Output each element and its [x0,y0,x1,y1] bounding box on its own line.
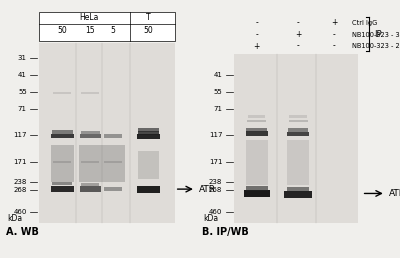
Bar [39,43,175,223]
Bar [248,115,265,118]
Text: 55: 55 [214,88,222,95]
Bar [104,134,122,138]
Bar [80,134,101,138]
Text: 268: 268 [14,187,27,193]
Bar [53,161,71,163]
Bar [52,130,73,134]
Text: Ctrl IgG: Ctrl IgG [352,20,378,26]
Text: -: - [297,18,300,27]
Bar [82,161,99,163]
Bar [138,132,159,135]
Text: 41: 41 [214,72,222,78]
Bar [290,115,307,118]
Text: 41: 41 [18,72,27,78]
Text: IP: IP [374,30,381,39]
Bar [104,161,122,163]
Bar [51,186,74,192]
Text: 71: 71 [213,106,222,112]
Text: 55: 55 [18,88,27,95]
Text: 31: 31 [18,55,27,61]
Text: 460: 460 [209,209,222,215]
Bar [138,151,159,179]
Text: NB100-323 - 3: NB100-323 - 3 [352,31,400,38]
Text: -: - [333,42,336,51]
Bar [52,182,72,186]
Text: 460: 460 [14,209,27,215]
Text: -: - [255,18,258,27]
Bar [246,132,268,136]
Text: 268: 268 [209,187,222,193]
Bar [104,187,122,191]
Text: T: T [146,13,151,22]
Text: 5: 5 [111,26,116,35]
Text: 171: 171 [209,159,222,165]
Bar [79,145,102,182]
Bar [53,92,71,94]
Bar [244,190,270,197]
Bar [287,187,309,192]
Text: HeLa: HeLa [79,13,98,22]
Text: +: + [331,18,337,27]
Bar [80,131,100,134]
Bar [80,186,101,192]
Bar [39,12,175,41]
Text: -: - [255,30,258,39]
Bar [288,119,308,122]
Bar [246,186,268,191]
Text: +: + [254,42,260,51]
Bar [287,140,309,185]
Bar [102,145,124,182]
Bar [138,128,159,132]
Text: -: - [297,42,300,51]
Bar [247,119,266,122]
Text: A. WB: A. WB [6,227,39,237]
Text: 117: 117 [209,132,222,138]
Text: 50: 50 [144,26,153,35]
Bar [51,134,74,138]
Text: 117: 117 [13,132,27,138]
Text: ATR: ATR [389,189,400,198]
Text: -: - [333,30,336,39]
Bar [287,132,309,136]
Text: 171: 171 [13,159,27,165]
Bar [82,92,99,94]
Bar [82,183,99,186]
Text: NB100-323 - 2: NB100-323 - 2 [352,43,400,49]
Bar [246,140,268,185]
Bar [246,128,267,132]
Text: 238: 238 [14,179,27,184]
Text: 71: 71 [18,106,27,112]
Bar [137,186,160,192]
Text: kDa: kDa [8,214,23,223]
Text: ATR: ATR [199,185,216,194]
Bar [137,134,160,139]
Text: B. IP/WB: B. IP/WB [202,227,248,237]
Text: 238: 238 [209,179,222,184]
Bar [51,145,74,182]
Bar [284,191,312,198]
Text: 15: 15 [86,26,95,35]
Text: 50: 50 [57,26,67,35]
Bar [288,128,308,132]
Bar [234,54,358,223]
Text: +: + [295,30,301,39]
Text: kDa: kDa [204,214,218,223]
